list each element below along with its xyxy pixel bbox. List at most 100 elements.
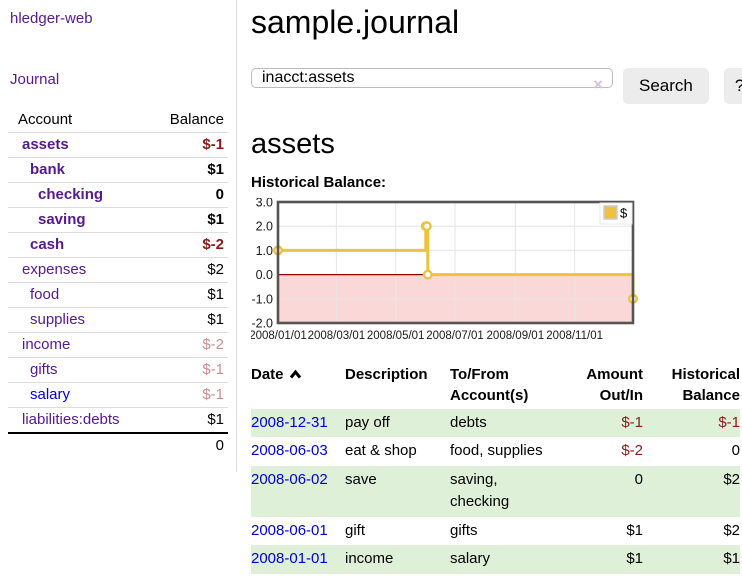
transaction-accounts: gifts <box>450 521 478 539</box>
search-input[interactable] <box>251 68 613 89</box>
page-title: sample.journal <box>251 4 460 40</box>
transaction-description: save <box>345 471 377 489</box>
main-content: sample.journal × Search ? assets Histori… <box>237 0 742 575</box>
transaction-accounts: food, supplies <box>450 442 543 460</box>
transaction-balance: $2 <box>723 471 740 489</box>
account-row: salary $-1 <box>8 382 228 408</box>
sidebar: hledger-web Journal Account Balance asse… <box>0 0 237 472</box>
accounts-total-value: 0 <box>152 432 228 458</box>
account-row: liabilities:debts $1 <box>8 407 228 433</box>
transaction-row: 2008-06-02 save saving, checking 0 $2 <box>251 466 740 517</box>
svg-text:3.0: 3.0 <box>256 198 273 210</box>
account-link[interactable]: salary <box>30 386 71 403</box>
chart-title: Historical Balance: <box>251 173 387 191</box>
svg-text:2008/05/01: 2008/05/01 <box>367 330 425 342</box>
transaction-amount: $-2 <box>621 442 643 460</box>
sort-ascending-icon <box>289 365 302 386</box>
register-header-accounts: To/From Account(s) <box>450 365 529 404</box>
transaction-amount: $1 <box>626 521 643 539</box>
account-balance: 0 <box>152 182 228 208</box>
svg-text:0.0: 0.0 <box>256 268 273 282</box>
transaction-date-link[interactable]: 2008-01-01 <box>251 550 328 568</box>
transaction-description: pay off <box>345 413 390 431</box>
svg-text:2008/01/01: 2008/01/01 <box>251 330 307 342</box>
transaction-date-link[interactable]: 2008-12-31 <box>251 413 328 431</box>
account-link[interactable]: saving <box>38 211 86 228</box>
register-table: Date Description To/From Account(s) Amou… <box>251 361 740 575</box>
search-form: × Search ? <box>251 67 742 104</box>
account-link[interactable]: expenses <box>22 261 87 278</box>
accounts-balance-table: Account Balance assets $-1 bank $1 checking 0… <box>8 108 228 458</box>
account-balance: $-1 <box>202 136 224 153</box>
account-link[interactable]: income <box>22 336 71 353</box>
svg-text:2.0: 2.0 <box>256 219 273 233</box>
transaction-row: 2008-06-01 gift gifts $1 $2 <box>251 517 740 546</box>
account-row: expenses $2 <box>8 257 228 283</box>
search-box: × <box>251 68 613 103</box>
transaction-amount: 0 <box>634 471 643 489</box>
transaction-amount: $-1 <box>621 413 643 431</box>
transaction-description: income <box>345 550 394 568</box>
account-link[interactable]: gifts <box>30 361 58 378</box>
account-balance: $2 <box>152 257 228 283</box>
svg-text:-1.0: -1.0 <box>251 292 273 306</box>
account-link[interactable]: supplies <box>30 311 86 328</box>
account-balance: $-1 <box>152 357 228 383</box>
accounts-header-balance: Balance <box>152 108 228 133</box>
account-row: gifts $-1 <box>8 357 228 383</box>
svg-text:1.0: 1.0 <box>256 244 273 258</box>
account-link[interactable]: assets <box>22 136 69 153</box>
transaction-description: gift <box>345 521 366 539</box>
register-header-date[interactable]: Date <box>251 361 345 409</box>
register-header-balance: Historical Balance <box>671 365 740 404</box>
transaction-date-link[interactable]: 2008-06-02 <box>251 471 328 489</box>
account-row: food $1 <box>8 282 228 308</box>
account-row: checking 0 <box>8 182 228 208</box>
accounts-total-row: 0 <box>8 432 228 458</box>
register-header-description: Description <box>345 365 428 383</box>
svg-text:2008/09/01: 2008/09/01 <box>487 330 545 342</box>
account-link[interactable]: checking <box>38 186 104 203</box>
search-button[interactable]: Search <box>623 67 709 104</box>
svg-text:$: $ <box>620 205 628 220</box>
sidebar-item-journal[interactable]: Journal <box>10 71 60 88</box>
transaction-row: 2008-12-31 pay off debts $-1 $-1 <box>251 408 740 438</box>
account-link[interactable]: food <box>30 286 60 303</box>
transaction-accounts: debts <box>450 413 487 431</box>
account-row: cash $-2 <box>8 232 228 258</box>
account-row: saving $1 <box>8 207 228 233</box>
accounts-header-account: Account <box>8 108 153 133</box>
brand-link[interactable]: hledger-web <box>10 10 93 27</box>
account-balance: $1 <box>152 157 228 183</box>
account-balance: $-2 <box>152 232 228 258</box>
account-title: assets <box>251 127 335 160</box>
account-balance: $1 <box>152 207 228 233</box>
transaction-row: 2008-06-03 eat & shop food, supplies $-2 0 <box>251 437 740 466</box>
clear-search-icon[interactable]: × <box>593 75 603 95</box>
account-link[interactable]: bank <box>30 161 66 178</box>
transaction-amount: $1 <box>626 550 643 568</box>
transaction-date-link[interactable]: 2008-06-03 <box>251 442 328 460</box>
account-row: income $-2 <box>8 332 228 358</box>
account-link[interactable]: cash <box>30 236 65 253</box>
account-row: bank $1 <box>8 157 228 183</box>
svg-text:2008/07/01: 2008/07/01 <box>426 330 484 342</box>
transaction-accounts: saving, checking <box>450 471 510 510</box>
transaction-row: 2008-01-01 income salary $1 $1 <box>251 545 740 575</box>
historical-balance-chart: $3.0 2.0 1.0 0.0 -1.0 -2.0 2008/01/01 2008/03/0… <box>249 195 742 350</box>
account-row: supplies $1 <box>8 307 228 333</box>
transaction-date-link[interactable]: 2008-06-01 <box>251 521 328 539</box>
account-link[interactable]: liabilities:debts <box>22 411 120 428</box>
svg-text:2008/03/01: 2008/03/01 <box>308 330 366 342</box>
account-balance: $-2 <box>152 332 228 358</box>
transaction-accounts: salary <box>450 550 491 568</box>
search-help-button[interactable]: ? <box>723 67 742 104</box>
transaction-balance: 0 <box>731 442 740 460</box>
svg-text:-2.0: -2.0 <box>251 316 273 330</box>
account-balance: $1 <box>152 407 228 433</box>
svg-text:2008/11/01: 2008/11/01 <box>546 330 603 342</box>
account-balance: $-1 <box>152 382 228 408</box>
transaction-balance: $1 <box>723 550 740 568</box>
